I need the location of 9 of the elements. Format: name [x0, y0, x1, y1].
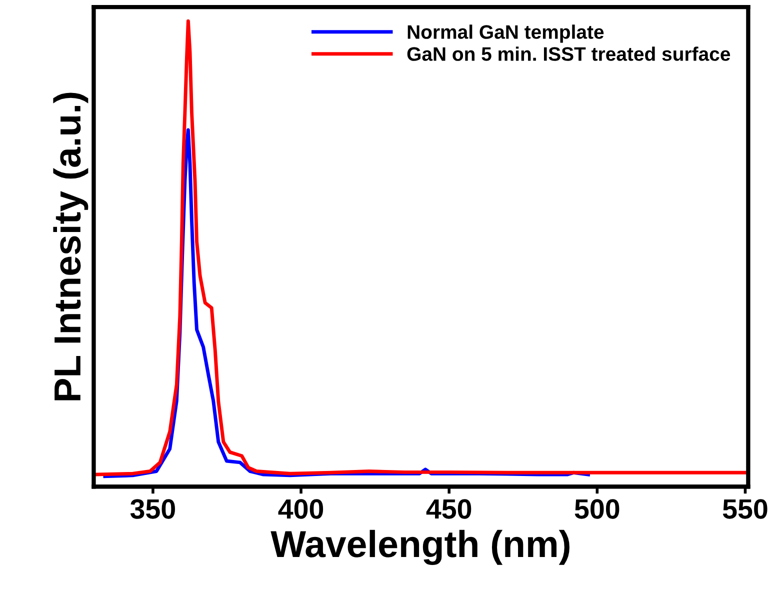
- x-axis-title: Wavelength (nm): [270, 530, 570, 565]
- x-tick-label: 450: [426, 499, 472, 519]
- x-tick-label: 550: [722, 499, 768, 519]
- y-axis-title: PL Intnesity (a.u.): [53, 92, 88, 400]
- x-tick-label: 500: [574, 499, 620, 519]
- legend-label: GaN on 5 min. ISST treated surface: [407, 46, 730, 61]
- x-tick-label: 400: [278, 499, 324, 519]
- x-tick-label: 350: [130, 499, 175, 519]
- legend-label: Normal GaN template: [408, 24, 604, 43]
